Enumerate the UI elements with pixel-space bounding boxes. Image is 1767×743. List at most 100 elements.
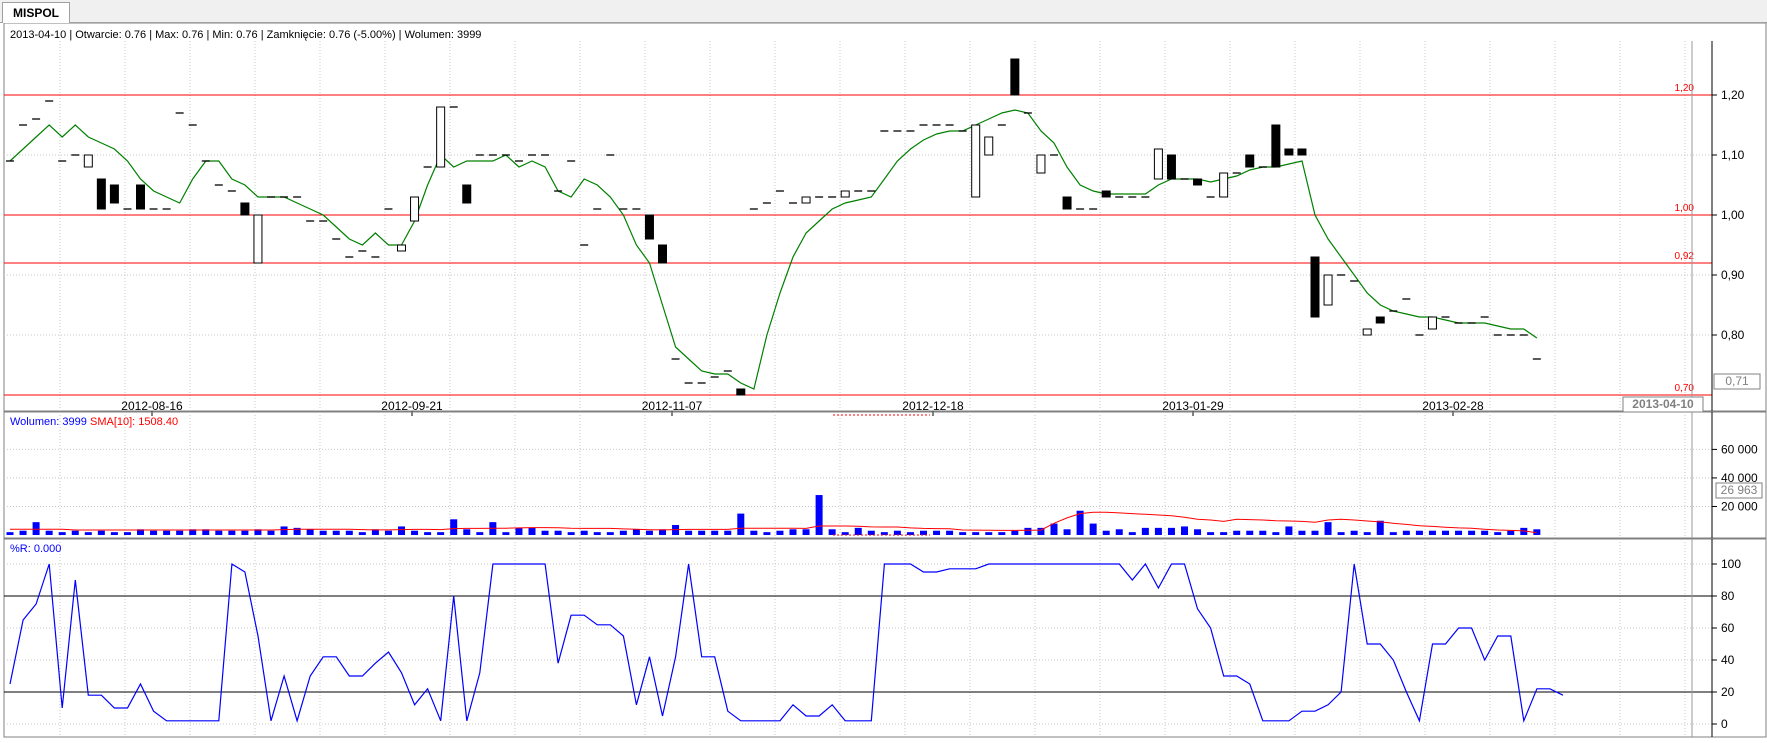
volume-bar (1402, 530, 1410, 535)
moving-average-line (9, 109, 1538, 390)
volume-bar (724, 530, 732, 535)
volume-bar (110, 532, 118, 535)
volume-bar (1389, 532, 1397, 535)
volume-bar (528, 527, 536, 535)
volume-bar (1259, 530, 1267, 535)
candle-down (1101, 190, 1111, 198)
candle-up (1153, 148, 1163, 180)
volume-bar (867, 530, 875, 535)
tab-mispol[interactable]: MISPOL (2, 2, 71, 23)
last-price-box (1713, 373, 1761, 390)
volume-bar (933, 530, 941, 535)
price-panel: 1,20 1,00 0,92 0,70 1,20 1,10 1,00 0,90 0,80 20… (3, 22, 1767, 412)
moving-average (9, 109, 1538, 390)
candle-down (1193, 178, 1203, 186)
volume-bar (1076, 510, 1084, 535)
volume-bar (1494, 532, 1502, 535)
candle-up (436, 106, 446, 168)
last-date-label: 2013-04-10 (1632, 397, 1694, 411)
volume-bar (384, 530, 392, 535)
candle-up (253, 214, 263, 264)
volume-bar (150, 530, 158, 535)
wr-y-tick-label: 80 (1721, 589, 1735, 603)
volume-bar (776, 530, 784, 535)
volume-bar (554, 530, 562, 535)
support-line-label: 1,00 (1675, 203, 1695, 214)
volume-bar (280, 526, 288, 535)
volume-bar (332, 530, 340, 535)
volume-bar (137, 529, 144, 535)
volume-bar (398, 526, 405, 535)
wr-y-axis: 100 80 60 40 20 0 (1712, 557, 1741, 731)
candle-down (1284, 148, 1294, 156)
wr-grid (4, 539, 1712, 737)
last-price-label: 0,71 (1725, 374, 1749, 388)
volume-bar (645, 530, 653, 535)
volume-bar (1285, 526, 1293, 535)
support-line-label: 1,20 (1675, 83, 1695, 94)
volume-bar (893, 530, 901, 535)
volume-bar (32, 522, 40, 535)
volume-y-tick-label: 40 000 (1721, 471, 1758, 485)
volume-bar (998, 532, 1006, 535)
price-y-axis: 1,20 1,10 1,00 0,90 0,80 (1712, 88, 1745, 342)
volume-bar (763, 532, 771, 535)
volume-bar (1376, 520, 1384, 535)
volume-sma-line (10, 511, 1537, 534)
volume-bar (1324, 522, 1332, 535)
volume-panel: 60 000 40 000 20 000 Wolumen: 3999 SMA[10]… (3, 411, 1767, 539)
wr-y-tick-label: 60 (1721, 621, 1735, 635)
volume-bar (1233, 530, 1241, 535)
volume-bar (1311, 530, 1319, 535)
support-line-label: 0,92 (1675, 251, 1695, 262)
volume-bar (58, 532, 66, 535)
date-tick-label: 2012-11-07 (642, 399, 703, 413)
candle-up (1427, 316, 1437, 330)
volume-bar (1181, 526, 1188, 535)
volume-bar (1050, 523, 1058, 535)
volume-bar (880, 532, 888, 535)
support-resistance-lines: 1,20 1,00 0,92 0,70 (4, 83, 1712, 396)
candle-up (397, 244, 406, 252)
volume-bar (632, 529, 640, 535)
wr-line (9, 562, 1564, 724)
volume-bar (515, 527, 523, 535)
tab-bar: MISPOL (0, 0, 1767, 23)
volume-bar (1207, 532, 1215, 535)
volume-bar (215, 530, 223, 535)
candle-down (1375, 316, 1385, 324)
volume-bar (1115, 529, 1123, 535)
volume-bar (1350, 530, 1358, 535)
wr-y-tick-label: 0 (1721, 717, 1728, 731)
candle-up (83, 154, 93, 168)
candle-up (410, 196, 420, 222)
volume-bar (1442, 530, 1449, 535)
volume-bar (84, 532, 92, 535)
volume-bar (1154, 527, 1162, 535)
support-line-label: 0,70 (1675, 383, 1695, 394)
volume-bar (1194, 529, 1202, 535)
candle-down (96, 178, 106, 210)
volume-bar (1024, 527, 1032, 535)
last-volume-box (1715, 482, 1763, 499)
volume-bar (750, 530, 758, 535)
volume-bar (163, 530, 171, 535)
price-panel-border (3, 22, 1767, 412)
volume-bar (711, 530, 719, 535)
date-axis: 2012-08-16 2012-09-21 2012-11-07 2012-12-18… (121, 399, 1484, 416)
volume-bar (19, 530, 27, 535)
volume-y-tick-label: 60 000 (1721, 442, 1758, 456)
volume-bar (306, 529, 314, 535)
volume-bar (815, 495, 823, 535)
volume-bar (450, 519, 458, 535)
volume-bar (802, 529, 810, 535)
volume-bar (567, 532, 575, 535)
volume-bar (123, 532, 131, 535)
wr-y-tick-label: 20 (1721, 685, 1735, 699)
candle-up (1362, 328, 1372, 336)
candle-down (736, 388, 746, 396)
volume-bar (1128, 532, 1136, 535)
volume-bar (1141, 527, 1149, 535)
wr-panel-border (3, 538, 1767, 738)
volume-bar (1089, 523, 1097, 535)
